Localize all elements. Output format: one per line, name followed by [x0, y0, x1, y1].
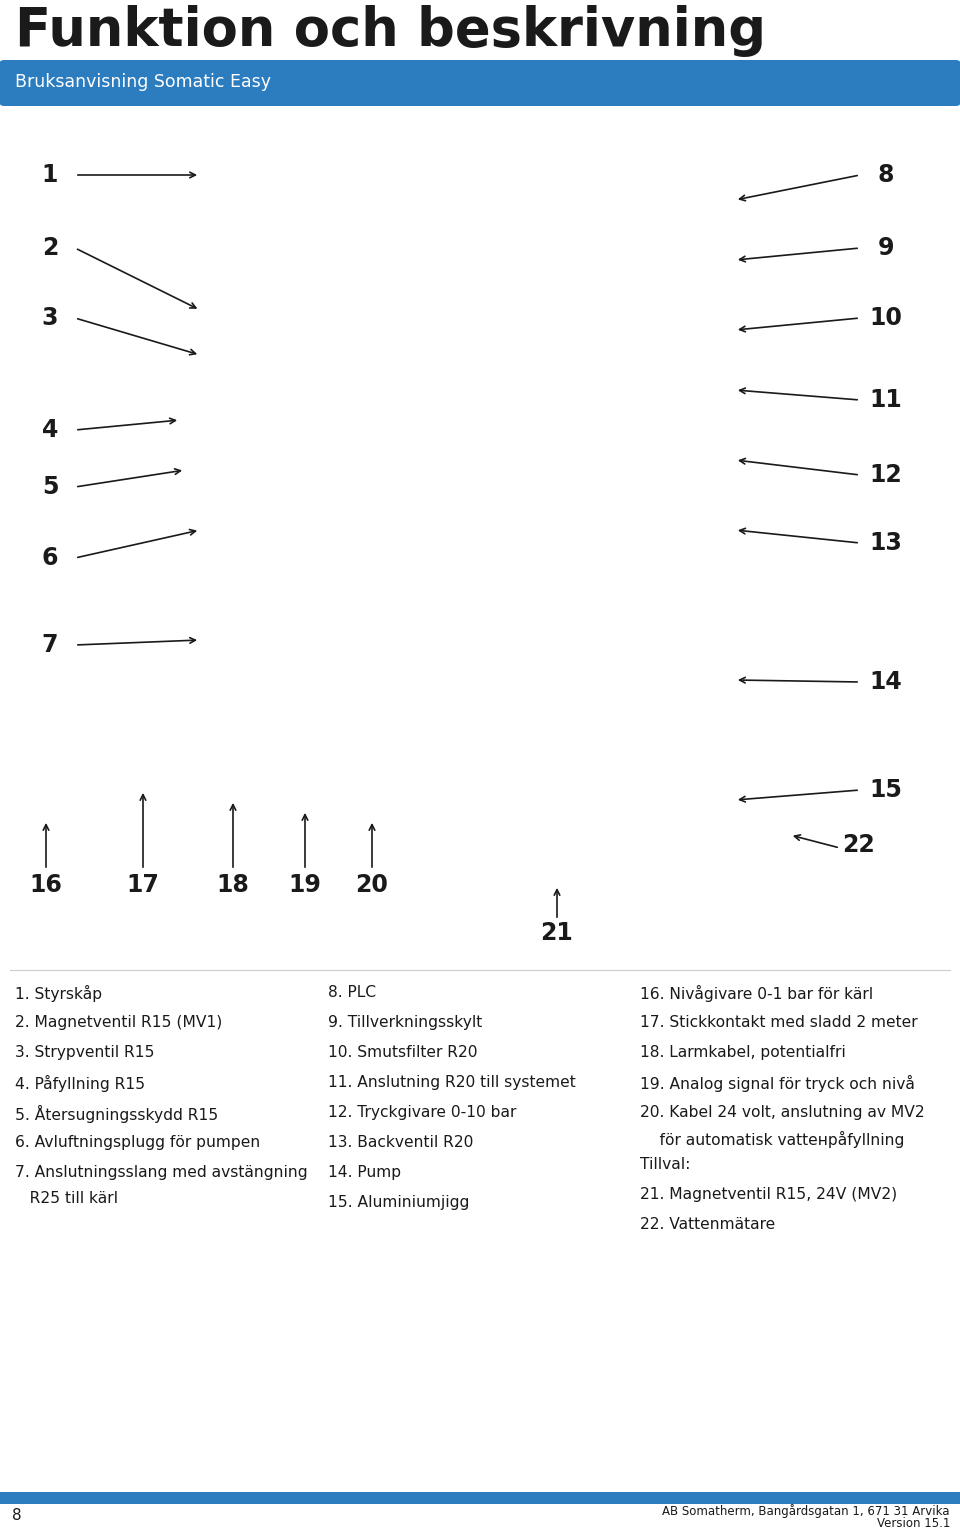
Text: 8. PLC: 8. PLC [328, 986, 376, 999]
Bar [0, 1491, 960, 1504]
Text: 9: 9 [877, 235, 895, 260]
Text: 19: 19 [289, 872, 322, 897]
Text: 5: 5 [41, 475, 59, 500]
Text: AB Somatherm, Bangårdsgatan 1, 671 31 Arvika: AB Somatherm, Bangårdsgatan 1, 671 31 Ar… [662, 1504, 950, 1517]
Text: 6: 6 [41, 545, 59, 570]
Text: 10: 10 [870, 306, 902, 330]
Text: 8: 8 [877, 163, 895, 186]
Text: Funktion och beskrivning: Funktion och beskrivning [15, 5, 766, 57]
Text: 17. Stickkontakt med sladd 2 meter: 17. Stickkontakt med sladd 2 meter [640, 1015, 918, 1030]
Text: Version 15.1: Version 15.1 [876, 1517, 950, 1528]
Text: 1: 1 [42, 163, 59, 186]
Text: 16: 16 [30, 872, 62, 897]
Text: Bruksanvisning Somatic Easy: Bruksanvisning Somatic Easy [15, 73, 271, 92]
Text: 11: 11 [870, 388, 902, 413]
Text: för automatisk vattенpåfyllning: för automatisk vattенpåfyllning [640, 1131, 904, 1148]
Text: 12: 12 [870, 463, 902, 487]
Text: 1. Styrskåp: 1. Styrskåp [15, 986, 102, 1002]
Text: 21. Magnetventil R15, 24V (MV2): 21. Magnetventil R15, 24V (MV2) [640, 1187, 898, 1203]
Text: 5. Återsugningsskydd R15: 5. Återsugningsskydd R15 [15, 1105, 218, 1123]
Text: 3. Strypventil R15: 3. Strypventil R15 [15, 1045, 155, 1060]
Text: 7: 7 [41, 633, 59, 657]
Text: 17: 17 [127, 872, 159, 897]
Text: 22: 22 [842, 833, 875, 857]
Text: 3: 3 [41, 306, 59, 330]
Text: 12. Tryckgivare 0-10 bar: 12. Tryckgivare 0-10 bar [328, 1105, 516, 1120]
Text: R25 till kärl: R25 till kärl [15, 1190, 118, 1206]
Text: 13. Backventil R20: 13. Backventil R20 [328, 1135, 473, 1151]
Text: 9. Tillverkningsskylt: 9. Tillverkningsskylt [328, 1015, 482, 1030]
Text: Tillval:: Tillval: [640, 1157, 690, 1172]
Text: 4. Påfyllning R15: 4. Påfyllning R15 [15, 1076, 145, 1093]
Text: 20. Kabel 24 volt, anslutning av MV2: 20. Kabel 24 volt, anslutning av MV2 [640, 1105, 924, 1120]
Text: 6. Avluftningsplugg för pumpen: 6. Avluftningsplugg för pumpen [15, 1135, 260, 1151]
Text: 21: 21 [540, 921, 573, 944]
Text: 22. Vattenmätare: 22. Vattenmätare [640, 1216, 776, 1232]
Text: 14. Pump: 14. Pump [328, 1164, 401, 1180]
Text: 7. Anslutningsslang med avstängning: 7. Anslutningsslang med avstängning [15, 1164, 307, 1180]
Text: 15. Aluminiumjigg: 15. Aluminiumjigg [328, 1195, 469, 1210]
Text: 2. Magnetventil R15 (MV1): 2. Magnetventil R15 (MV1) [15, 1015, 223, 1030]
Text: 18: 18 [217, 872, 250, 897]
Text: 16. Nivågivare 0-1 bar för kärl: 16. Nivågivare 0-1 bar för kärl [640, 986, 874, 1002]
Text: 11. Anslutning R20 till systemet: 11. Anslutning R20 till systemet [328, 1076, 576, 1089]
Text: 19. Analog signal för tryck och nivå: 19. Analog signal för tryck och nivå [640, 1076, 915, 1093]
Text: 15: 15 [870, 778, 902, 802]
Text: 13: 13 [870, 532, 902, 555]
Text: 8: 8 [12, 1508, 22, 1523]
Text: 18. Larmkabel, potentialfri: 18. Larmkabel, potentialfri [640, 1045, 846, 1060]
Text: 14: 14 [870, 669, 902, 694]
Text: 10. Smutsfilter R20: 10. Smutsfilter R20 [328, 1045, 477, 1060]
FancyBboxPatch shape [0, 60, 960, 105]
Text: 20: 20 [355, 872, 389, 897]
Text: 2: 2 [42, 235, 59, 260]
Bar [0, 110, 960, 960]
Text: 4: 4 [42, 419, 59, 442]
